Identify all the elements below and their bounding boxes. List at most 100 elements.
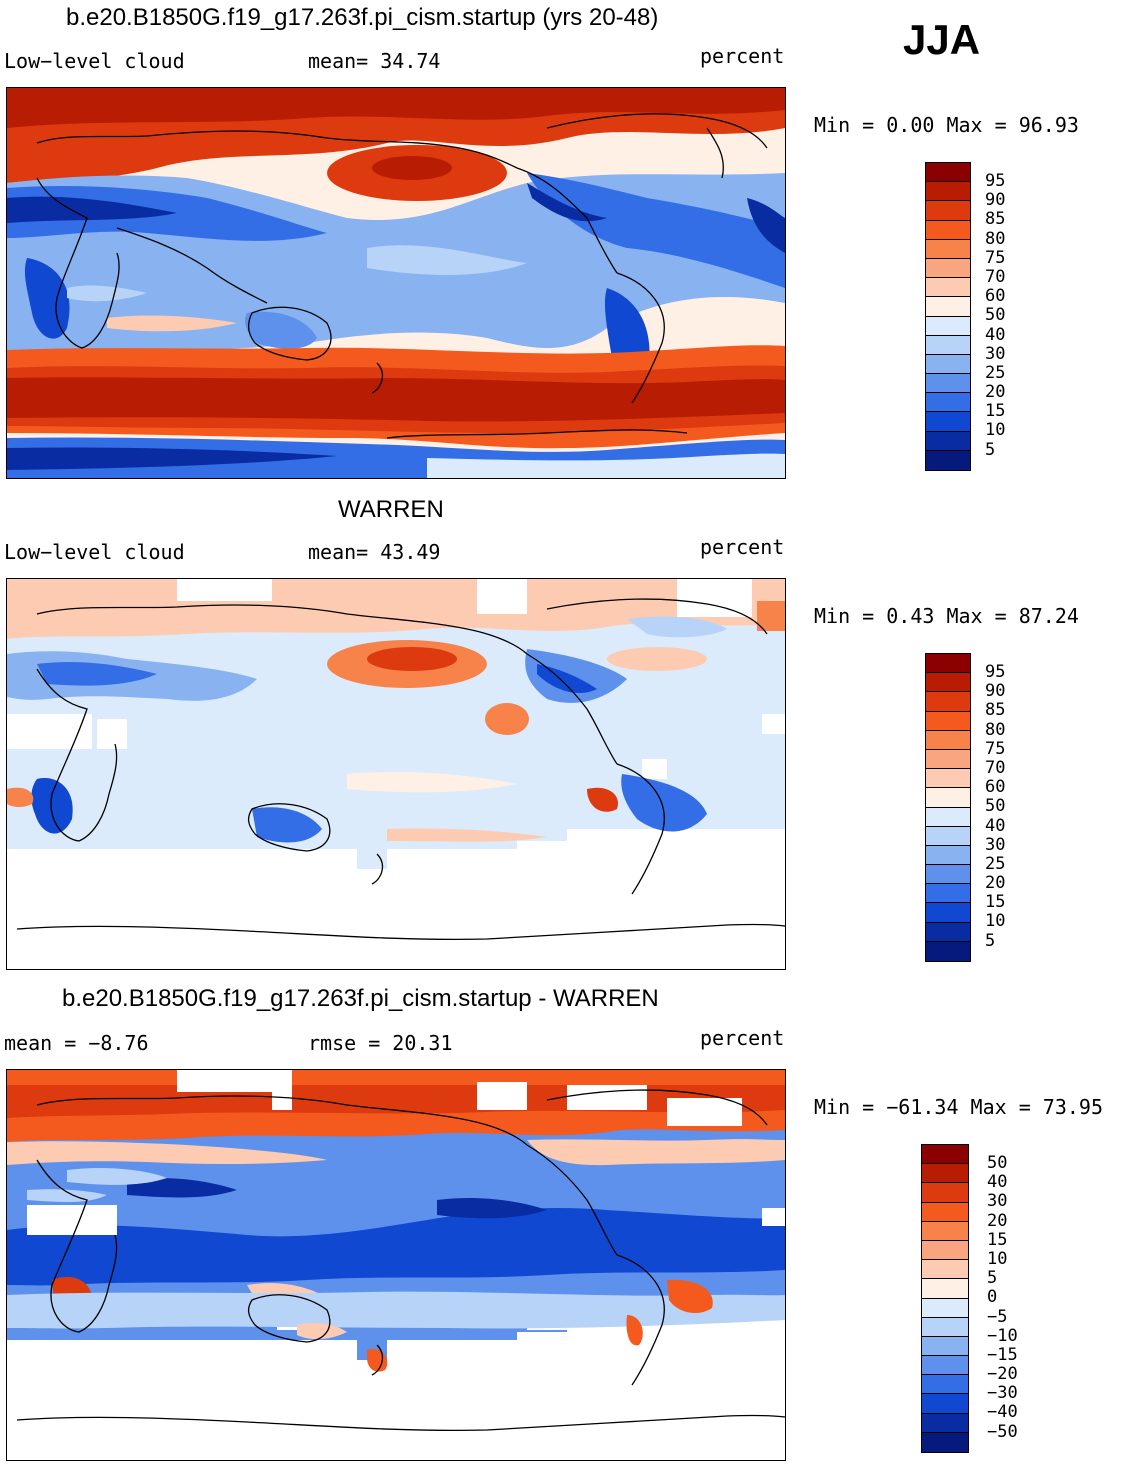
- colorbar-swatch: [922, 1336, 968, 1357]
- colorbar-tick-label: 85: [985, 209, 1006, 230]
- colorbar-tick-label: 40: [985, 815, 1006, 836]
- colorbar-tick-label: 30: [985, 343, 1006, 364]
- colorbar-tick-label: 90: [985, 681, 1006, 702]
- colorbar-swatch: [926, 826, 970, 846]
- colorbar-swatch: [926, 730, 970, 750]
- panel3-map: [6, 1069, 786, 1461]
- colorbar-tick-label: 30: [985, 834, 1006, 855]
- colorbar-swatch: [926, 749, 970, 770]
- panel1-title: b.e20.B1850G.f19_g17.263f.pi_cism.startu…: [66, 4, 659, 31]
- colorbar-swatch: [922, 1317, 968, 1337]
- colorbar-tick-label: 25: [985, 853, 1006, 874]
- colorbar-swatch: [926, 258, 970, 279]
- colorbar-tick-label: 10: [985, 911, 1006, 932]
- colorbar-swatch: [926, 922, 970, 942]
- colorbar-swatch: [926, 297, 970, 317]
- colorbar-tick-label: −30: [987, 1383, 1018, 1404]
- colorbar-swatch: [926, 941, 970, 961]
- colorbar-tick-label: 40: [985, 324, 1006, 345]
- colorbar-swatch: [926, 884, 970, 904]
- colorbar-swatch: [922, 1202, 968, 1222]
- colorbar-swatch: [926, 239, 970, 259]
- colorbar-swatch: [922, 1375, 968, 1395]
- panel3-rmse-label: rmse = 20.31: [308, 1031, 453, 1055]
- colorbar-swatch: [926, 182, 970, 202]
- colorbar-swatch: [922, 1394, 968, 1414]
- colorbar-tick-label: −10: [987, 1325, 1018, 1346]
- panel2-map-svg: [7, 579, 785, 969]
- colorbar-tick-label: 10: [985, 420, 1006, 441]
- colorbar-swatch: [926, 393, 970, 413]
- colorbar-tick-label: 10: [987, 1248, 1008, 1269]
- panel1-units-label: percent: [700, 44, 785, 68]
- colorbar-tick-label: −40: [987, 1402, 1018, 1423]
- colorbar-swatch: [926, 450, 970, 470]
- panel2-title: WARREN: [338, 496, 444, 523]
- colorbar-tick-label: −20: [987, 1364, 1018, 1385]
- colorbar-swatch: [922, 1145, 968, 1165]
- colorbar-tick-label: 90: [985, 190, 1006, 211]
- colorbar-swatch: [922, 1183, 968, 1203]
- colorbar-tick-label: 50: [987, 1153, 1008, 1173]
- panel1-variable-label: Low−level cloud: [4, 49, 185, 73]
- colorbar-swatch: [922, 1240, 968, 1261]
- panel2-units-label: percent: [700, 535, 785, 559]
- colorbar-tick-label: 60: [985, 286, 1006, 307]
- colorbar-swatch: [926, 654, 970, 674]
- colorbar-tick-label: 20: [985, 382, 1006, 403]
- colorbar-swatch: [926, 845, 970, 866]
- colorbar-swatch: [922, 1221, 968, 1241]
- colorbar-tick-label: −15: [987, 1344, 1018, 1365]
- panel1-mean-label: mean= 34.74: [308, 49, 441, 73]
- panel2-minmax-label: Min = 0.43 Max = 87.24: [814, 604, 1079, 628]
- colorbar-swatch: [922, 1298, 968, 1318]
- colorbar-tick-label: 50: [985, 305, 1006, 326]
- colorbar-swatch: [926, 278, 970, 298]
- colorbar-swatch: [926, 711, 970, 731]
- panel2-mean-label: mean= 43.49: [308, 540, 441, 564]
- colorbar-swatch: [922, 1279, 968, 1299]
- colorbar-swatch: [926, 788, 970, 808]
- panel2-map: [6, 578, 786, 970]
- colorbar-tick-label: 15: [985, 892, 1006, 913]
- colorbar-swatch: [922, 1260, 968, 1280]
- colorbar-tick-label: −50: [987, 1421, 1018, 1442]
- colorbar-tick-label: 5: [987, 1268, 998, 1289]
- colorbar-tick-label: 50: [985, 796, 1006, 817]
- colorbar-swatch: [922, 1356, 968, 1376]
- panel1-minmax-label: Min = 0.00 Max = 96.93: [814, 113, 1079, 137]
- panel1-map-svg: [7, 88, 785, 478]
- colorbar-tick-label: 95: [985, 662, 1006, 682]
- colorbar-tick-label: 40: [987, 1172, 1008, 1193]
- colorbar-swatch: [926, 431, 970, 451]
- colorbar-tick-label: 30: [987, 1191, 1008, 1212]
- colorbar-swatch: [926, 903, 970, 923]
- colorbar-swatch: [926, 769, 970, 789]
- colorbar-tick-label: 5: [985, 439, 996, 460]
- colorbar-swatch: [926, 220, 970, 240]
- colorbar-swatch: [922, 1432, 968, 1452]
- colorbar-swatch: [926, 354, 970, 375]
- colorbar-swatch: [926, 374, 970, 394]
- colorbar-tick-label: 70: [985, 266, 1006, 287]
- panel1-map: [6, 87, 786, 479]
- panel2-variable-label: Low−level cloud: [4, 540, 185, 564]
- colorbar-tick-label: 80: [985, 228, 1006, 249]
- colorbar-tick-label: 5: [985, 930, 996, 951]
- colorbar-swatch: [926, 335, 970, 355]
- panel3-units-label: percent: [700, 1026, 785, 1050]
- panel3-colorbar: [921, 1144, 969, 1453]
- colorbar-tick-label: 95: [985, 171, 1006, 191]
- panel1-colorbar: [925, 162, 971, 471]
- colorbar-tick-label: 85: [985, 700, 1006, 721]
- colorbar-tick-label: −5: [987, 1306, 1008, 1327]
- colorbar-tick-label: 25: [985, 362, 1006, 383]
- panel3-title: b.e20.B1850G.f19_g17.263f.pi_cism.startu…: [62, 985, 659, 1012]
- panel3-mean-label: mean = −8.76: [4, 1031, 149, 1055]
- colorbar-swatch: [926, 807, 970, 827]
- colorbar-swatch: [926, 201, 970, 221]
- colorbar-tick-label: 80: [985, 719, 1006, 740]
- colorbar-tick-label: 60: [985, 777, 1006, 798]
- colorbar-tick-label: 20: [985, 873, 1006, 894]
- colorbar-tick-label: 15: [987, 1229, 1008, 1250]
